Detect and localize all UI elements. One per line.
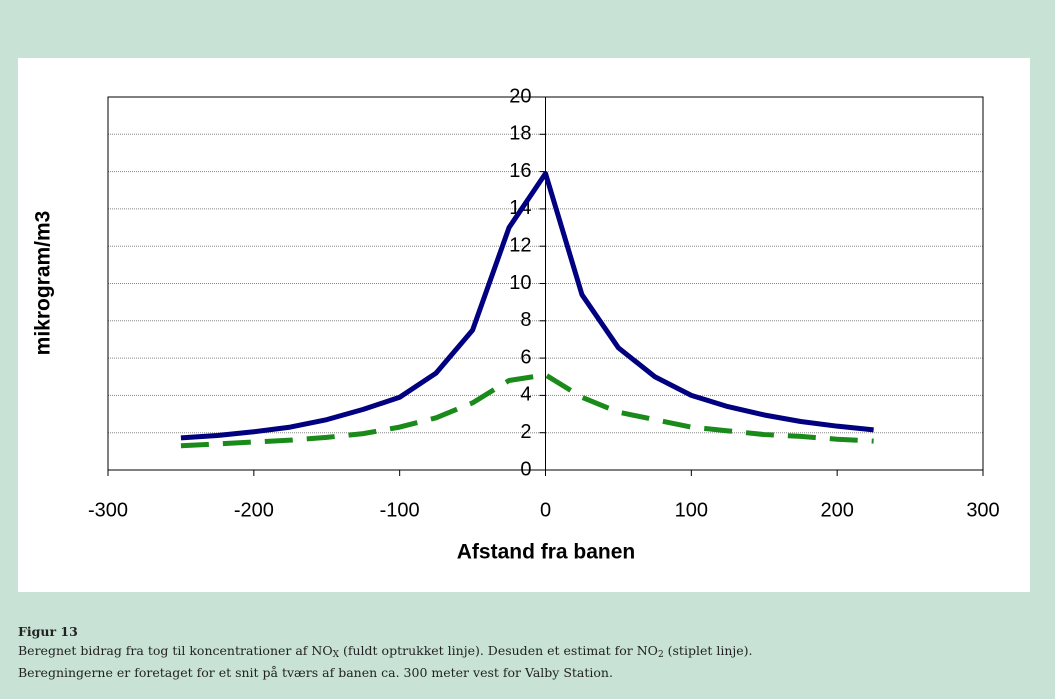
chart: Afstand fra banen mikrogram/m3 0 2 4 6 8 10 12… <box>18 58 1030 592</box>
caption-text: Beregnet bidrag fra tog til koncentratio… <box>18 643 333 658</box>
x-tick-label: 200 <box>820 499 853 521</box>
y-tick-label: 8 <box>520 309 531 331</box>
subscript: 2 <box>657 650 664 660</box>
caption: Figur 13 Beregnet bidrag fra tog til kon… <box>18 623 753 682</box>
x-tick-label: -300 <box>88 499 128 521</box>
caption-text: Beregningerne er foretaget for et snit p… <box>18 665 613 680</box>
y-axis-title: mikrogram/m3 <box>32 211 55 356</box>
caption-text: (fuldt optrukket linje). Desuden et esti… <box>339 643 658 658</box>
x-tick-label: -200 <box>234 499 274 521</box>
caption-line: Beregningerne er foretaget for et snit p… <box>18 664 753 682</box>
x-tick-label: 0 <box>540 499 551 521</box>
x-axis-title: Afstand fra banen <box>457 541 636 564</box>
y-tick-label: 20 <box>509 85 531 107</box>
x-tick-label: 300 <box>966 499 999 521</box>
x-tick-label: 100 <box>675 499 708 521</box>
data-line <box>180 372 874 449</box>
subscript: X <box>332 650 340 660</box>
y-tick-label: 16 <box>509 160 531 182</box>
x-tick-label: -100 <box>380 499 420 521</box>
y-tick-label: 2 <box>520 421 531 443</box>
caption-text: (stiplet linje). <box>663 643 753 658</box>
y-tick-label: 0 <box>520 458 531 480</box>
caption-line: Beregnet bidrag fra tog til koncentratio… <box>18 642 753 664</box>
y-tick-label: 4 <box>520 384 531 406</box>
y-tick-label: 6 <box>520 346 531 368</box>
figure-label: Figur 13 <box>18 624 78 639</box>
y-tick-label: 18 <box>509 123 531 145</box>
y-tick-label: 10 <box>509 272 531 294</box>
y-tick-label: 12 <box>509 234 531 256</box>
data-line <box>180 170 874 441</box>
